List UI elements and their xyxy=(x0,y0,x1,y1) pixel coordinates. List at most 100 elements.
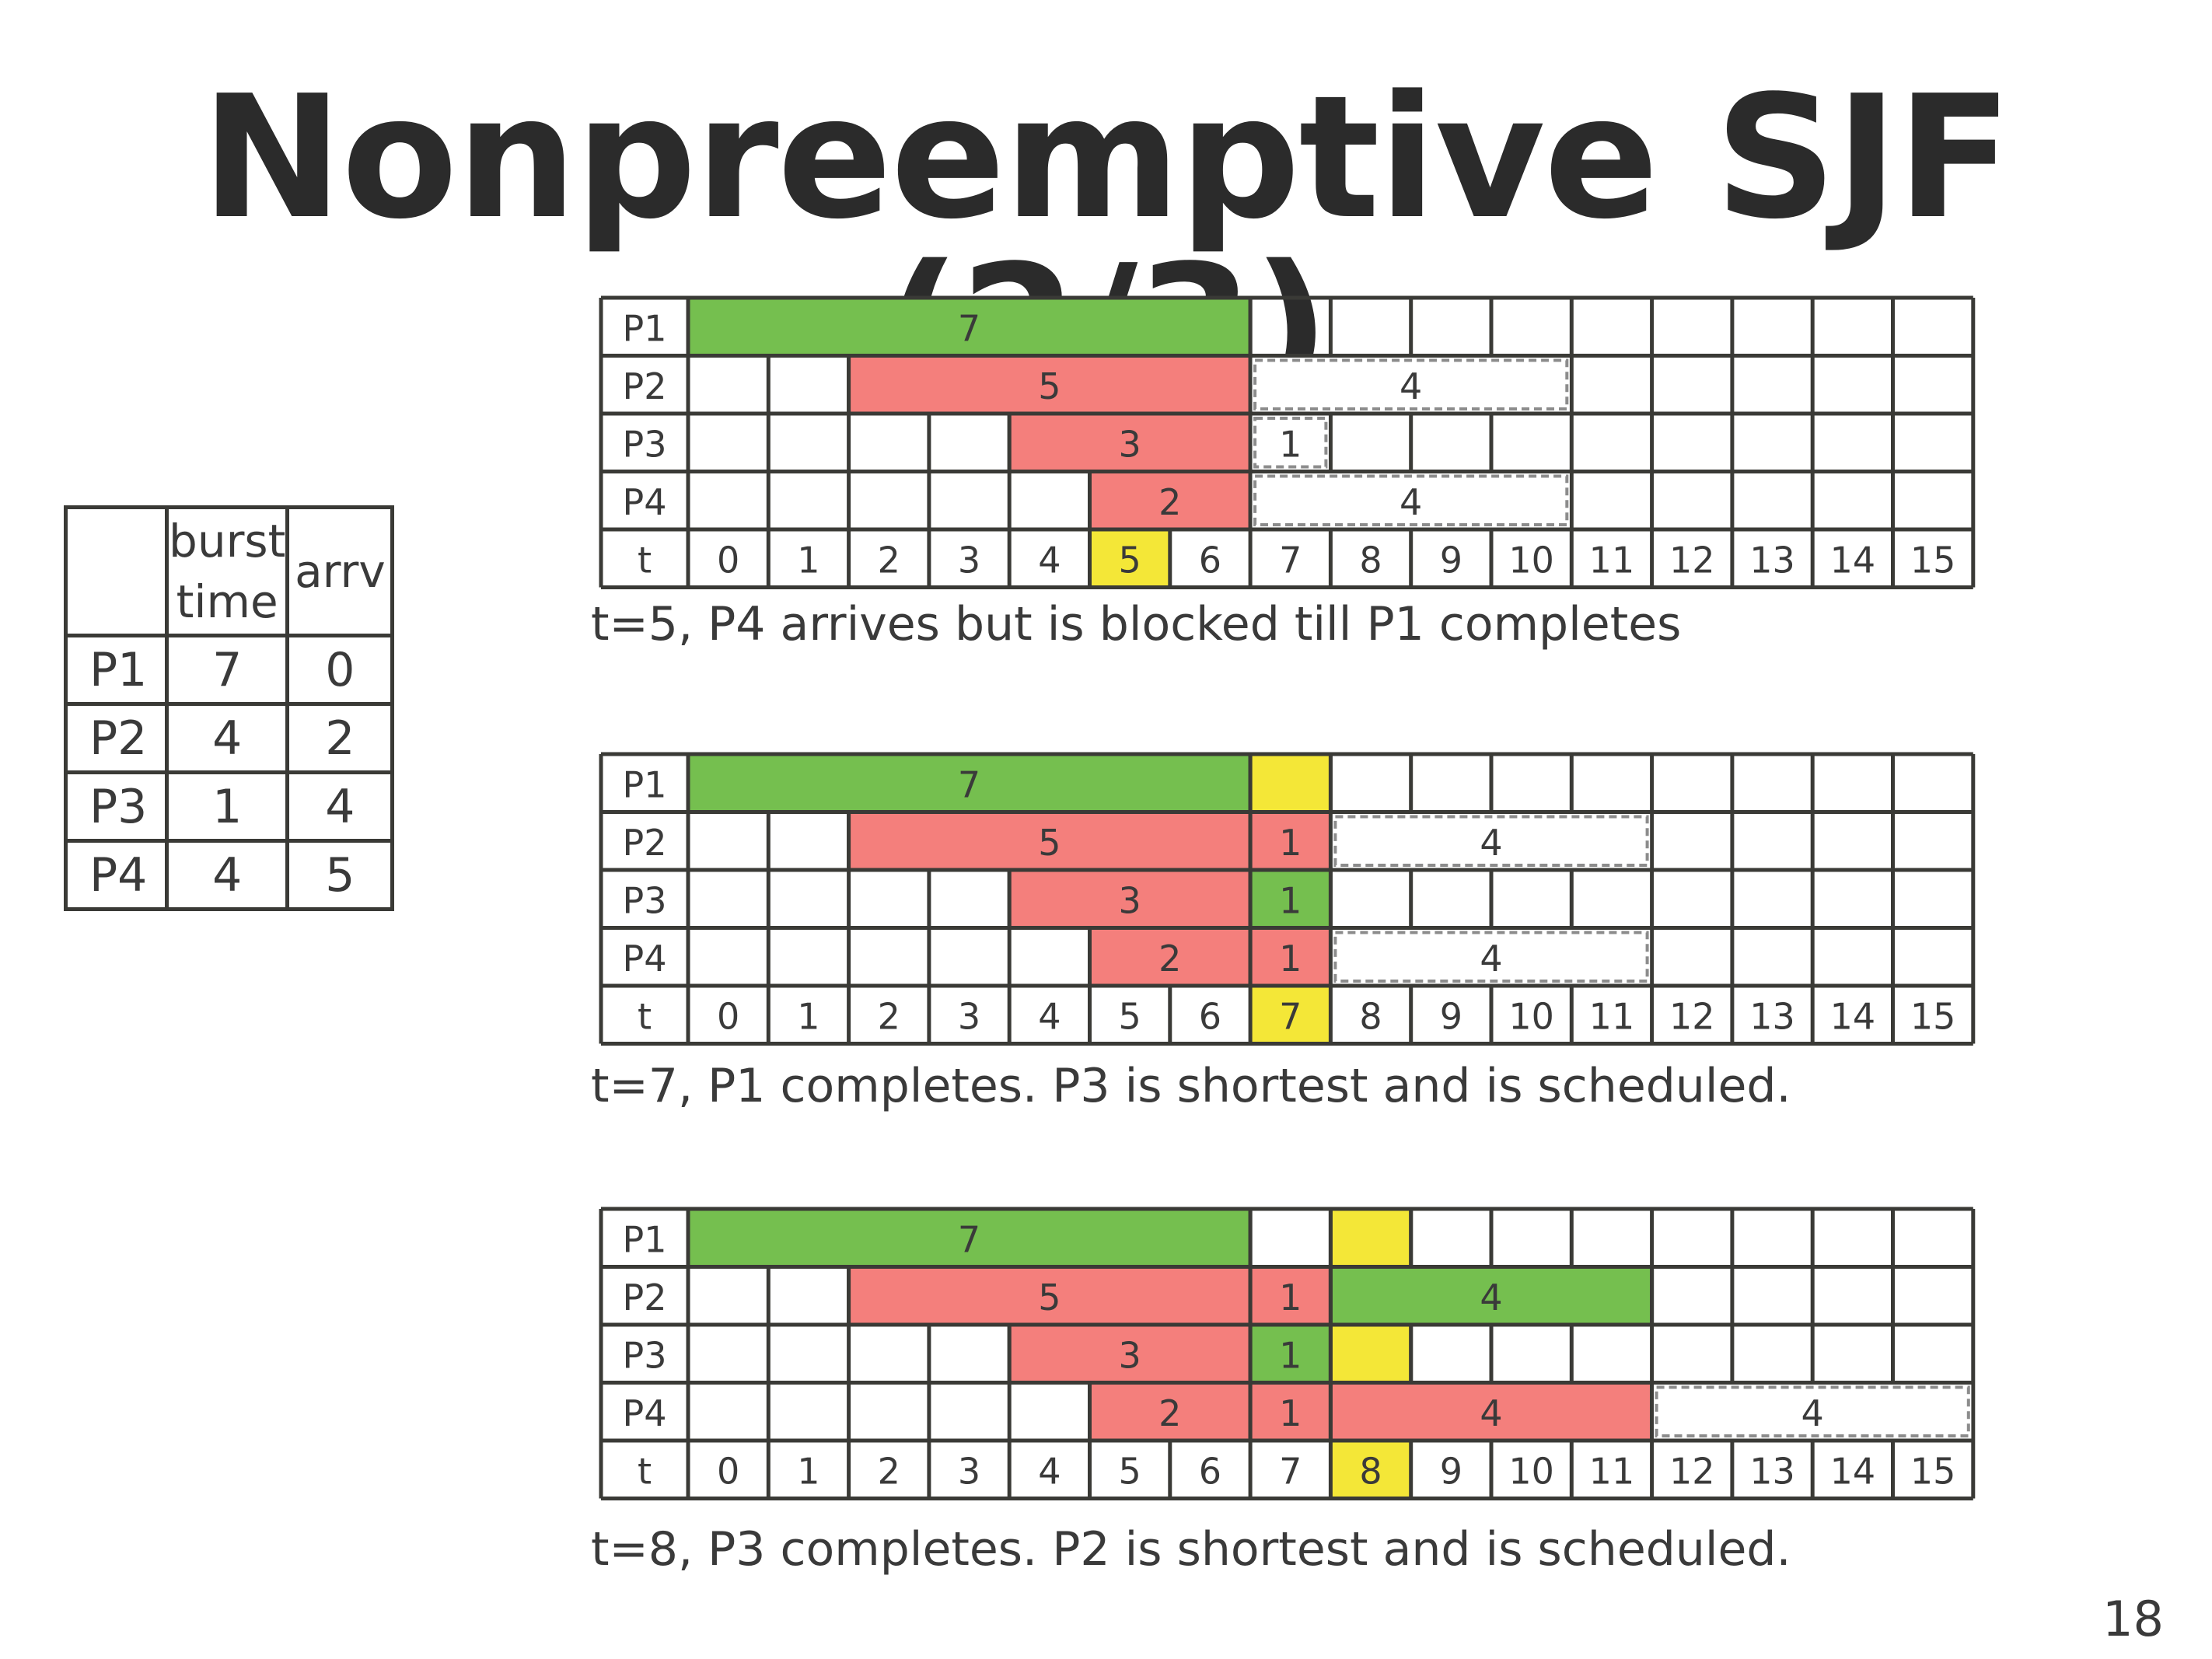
gantt-bar-outline xyxy=(1248,926,1333,988)
gantt-time-tick: 11 xyxy=(1589,995,1635,1037)
gantt-bar-fill xyxy=(1252,1326,1329,1381)
gantt-time-axis-label: t xyxy=(638,995,652,1037)
gantt-bar-fill xyxy=(1332,1210,1410,1265)
gantt-time-tick: 10 xyxy=(1508,539,1554,581)
gantt-bar-fill xyxy=(1252,1269,1329,1323)
gantt-time-tick: 3 xyxy=(958,1450,980,1492)
gantt-bar-fill xyxy=(1252,756,1329,810)
gantt-row-label: P3 xyxy=(622,879,666,921)
gantt-bar-fill xyxy=(1332,1326,1410,1381)
gantt-bar-fill xyxy=(1332,1269,1651,1323)
job-name: P1 xyxy=(64,634,169,706)
gantt-bar-fill xyxy=(1332,814,1651,868)
job-table-row: P1 7 0 xyxy=(64,634,395,706)
gantt-time-tick: 6 xyxy=(1199,995,1221,1037)
gantt-bar-pending-outline xyxy=(1253,358,1569,410)
gantt-bar-fill xyxy=(1252,1385,1329,1439)
gantt-row-label: P1 xyxy=(622,307,666,349)
gantt-time-tick: 11 xyxy=(1589,1450,1635,1492)
gantt-time-tick: 8 xyxy=(1359,995,1382,1037)
gantt-row-label: P3 xyxy=(622,1334,666,1376)
gantt-bar-fill xyxy=(690,756,1249,810)
gantt-time-tick: 3 xyxy=(958,995,980,1037)
gantt-bar-label: 7 xyxy=(958,307,980,349)
gantt-time-tick: 15 xyxy=(1910,539,1956,581)
gantt-bar-fill xyxy=(851,814,1249,868)
gantt-bar-pending-outline xyxy=(1655,1385,1970,1437)
gantt-bar-fill xyxy=(851,358,1249,412)
job-burst: 7 xyxy=(164,634,290,706)
gantt-bar-fill xyxy=(1332,930,1651,984)
gantt-row-label: P2 xyxy=(622,822,666,864)
gantt-bar-fill xyxy=(1011,871,1249,926)
gantt-bar-fill xyxy=(1252,930,1329,984)
gantt-time-tick: 15 xyxy=(1910,1450,1956,1492)
gantt-time-tick: 3 xyxy=(958,539,980,581)
job-table-row: P4 4 5 xyxy=(64,839,395,911)
gantt-bar-label: 4 xyxy=(1400,365,1422,407)
job-arrival: 0 xyxy=(285,634,395,706)
gantt-caption-3: t=8, P3 completes. P2 is shortest and is… xyxy=(591,1522,1791,1577)
gantt-bar-outline xyxy=(1088,470,1253,532)
gantt-bar-pending-outline xyxy=(1253,417,1328,469)
gantt-time-tick: 2 xyxy=(878,995,900,1037)
job-table-arrv-header: arrv xyxy=(285,505,395,637)
gantt-bar-fill xyxy=(1252,415,1329,470)
gantt-bar-outline xyxy=(1328,1265,1655,1327)
gantt-bar-fill xyxy=(1252,814,1329,868)
gantt-row-label: P4 xyxy=(622,481,666,523)
job-name: P3 xyxy=(64,770,169,843)
gantt-bar-fill xyxy=(1092,473,1249,528)
gantt-row-label: P4 xyxy=(622,1392,666,1434)
gantt-time-tick: 4 xyxy=(1038,1450,1061,1492)
gantt-time-tick: 5 xyxy=(1119,1450,1141,1492)
job-name: P4 xyxy=(64,839,169,911)
gantt-time-tick: 7 xyxy=(1279,1450,1302,1492)
job-table: burst time arrv P1 7 0 P2 4 2 P3 1 4 P4 … xyxy=(64,505,395,911)
gantt-time-tick: 0 xyxy=(717,1450,739,1492)
gantt-time-tick: 6 xyxy=(1199,1450,1221,1492)
gantt-time-tick: 10 xyxy=(1508,1450,1554,1492)
gantt-time-tick: 4 xyxy=(1038,539,1061,581)
gantt-time-tick: 5 xyxy=(1119,995,1141,1037)
gantt-bar-label: 4 xyxy=(1480,938,1502,980)
gantt-bar-label: 2 xyxy=(1158,938,1181,980)
gantt-row-label: P1 xyxy=(622,1218,666,1260)
gantt-caption-1: t=5, P4 arrives but is blocked till P1 c… xyxy=(591,597,1682,651)
gantt-bar-pending-outline xyxy=(1333,931,1649,983)
job-burst: 1 xyxy=(164,770,290,843)
gantt-bar-label: 3 xyxy=(1119,423,1141,465)
gantt-time-tick: 7 xyxy=(1279,539,1302,581)
job-arrival: 5 xyxy=(285,839,395,911)
gantt-bar-label: 1 xyxy=(1279,423,1302,465)
gantt-bar-fill xyxy=(1252,871,1329,926)
gantt-time-tick: 6 xyxy=(1199,539,1221,581)
job-burst: 4 xyxy=(164,702,290,774)
gantt-time-tick: 5 xyxy=(1119,539,1141,581)
gantt-time-tick: 15 xyxy=(1910,995,1956,1037)
gantt-time-tick: 14 xyxy=(1830,995,1876,1037)
gantt-time-tick: 4 xyxy=(1038,995,1061,1037)
gantt-bar-fill xyxy=(1011,1326,1249,1381)
gantt-bar-label: 1 xyxy=(1279,1334,1302,1376)
gantt-bar-outline xyxy=(1328,1381,1655,1443)
gantt-row-label: P2 xyxy=(622,365,666,407)
gantt-bar-label: 4 xyxy=(1801,1392,1824,1434)
gantt-bar-fill xyxy=(1332,1385,1651,1439)
gantt-bar-label: 1 xyxy=(1279,879,1302,921)
gantt-time-tick: 10 xyxy=(1508,995,1554,1037)
gantt-bar-label: 1 xyxy=(1279,1392,1302,1434)
gantt-time-tick: 1 xyxy=(797,995,819,1037)
gantt-bar-fill xyxy=(1011,415,1249,470)
gantt-bar-label: 3 xyxy=(1119,1334,1141,1376)
gantt-bar-fill xyxy=(690,1210,1249,1265)
gantt-bar-fill xyxy=(1252,473,1570,528)
gantt-time-tick: 14 xyxy=(1830,539,1876,581)
gantt-row-label: P4 xyxy=(622,938,666,980)
gantt-bar-label: 4 xyxy=(1400,481,1422,523)
gantt-time-tick: 0 xyxy=(717,539,739,581)
gantt-time-tick: 2 xyxy=(878,1450,900,1492)
